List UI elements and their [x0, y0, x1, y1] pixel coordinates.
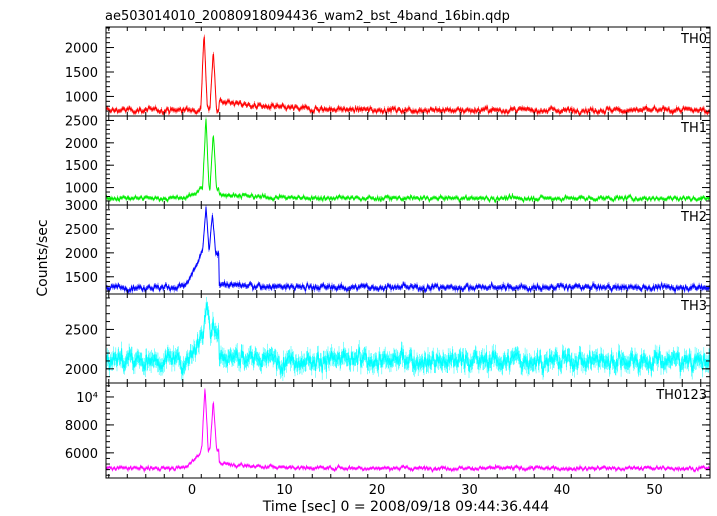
y-tick-label: 8000 [65, 419, 98, 434]
panel-label-th3: TH3 [680, 299, 707, 314]
y-tick-label: 2000 [65, 247, 98, 262]
x-tick-label: 50 [646, 483, 663, 498]
y-tick-label: 2000 [65, 137, 98, 152]
series-th1 [106, 117, 710, 204]
series-error-bars [106, 117, 710, 204]
series-line [106, 118, 710, 204]
x-tick-label: 40 [554, 483, 571, 498]
panel-frame [105, 382, 711, 479]
y-tick-label: 2500 [65, 323, 98, 338]
y-tick-label: 6000 [65, 447, 98, 462]
chart-title: ae503014010_20080918094436_wam2_bst_4ban… [105, 9, 510, 24]
series-line [106, 36, 710, 116]
series-error-bars [106, 205, 710, 294]
y-tick-label: 1500 [65, 159, 98, 174]
series-error-bars [106, 388, 710, 473]
series-th0 [106, 34, 710, 116]
panel-label-th0123: TH0123 [655, 388, 707, 403]
panel-th3: 2000 2500 TH3 [65, 293, 711, 384]
y-axis-label: Counts/sec [35, 219, 51, 296]
x-tick-labels: 0 10 20 30 40 50 [188, 483, 663, 498]
panel-th2: 1500 2000 2500 3000 TH2 [65, 199, 711, 295]
x-tick-label: 0 [188, 483, 196, 498]
y-tick-label: 1500 [65, 271, 98, 286]
x-tick-label: 20 [369, 483, 386, 498]
panels-group: 1000 1500 2000 TH0 1000 1500 2000 2500 TH1 1500 20… [65, 26, 711, 479]
series-th2 [106, 205, 710, 294]
series-th0123 [106, 388, 710, 473]
panel-th1: 1000 1500 2000 2500 TH1 [65, 114, 711, 206]
x-tick-label: 30 [461, 483, 478, 498]
panel-th0123: 6000 8000 10⁴ TH0123 [65, 382, 711, 479]
panel-th0: 1000 1500 2000 TH0 [65, 26, 711, 117]
y-tick-label: 2500 [65, 114, 98, 129]
y-tick-label: 2500 [65, 223, 98, 238]
x-axis-label: Time [sec] 0 = 2008/09/18 09:44:36.444 [262, 499, 550, 515]
series-error-bars [106, 34, 710, 116]
y-tick-label: 1500 [65, 66, 98, 81]
y-tick-label: 3000 [65, 199, 98, 214]
panel-label-th2: TH2 [680, 210, 707, 225]
panel-frame [105, 204, 711, 295]
series-th3 [106, 296, 710, 383]
y-tick-label: 10⁴ [76, 391, 98, 406]
y-tick-label: 2000 [65, 363, 98, 378]
panel-label-th0: TH0 [680, 32, 707, 47]
y-tick-label: 1000 [65, 182, 98, 197]
series-error-bars [106, 296, 710, 383]
series-line [106, 389, 710, 473]
panel-label-th1: TH1 [680, 121, 707, 136]
y-tick-label: 2000 [65, 42, 98, 57]
series-line [106, 303, 710, 376]
panel-frame [105, 26, 711, 117]
series-line [106, 206, 710, 293]
x-tick-label: 10 [276, 483, 293, 498]
y-tick-label: 1000 [65, 90, 98, 105]
